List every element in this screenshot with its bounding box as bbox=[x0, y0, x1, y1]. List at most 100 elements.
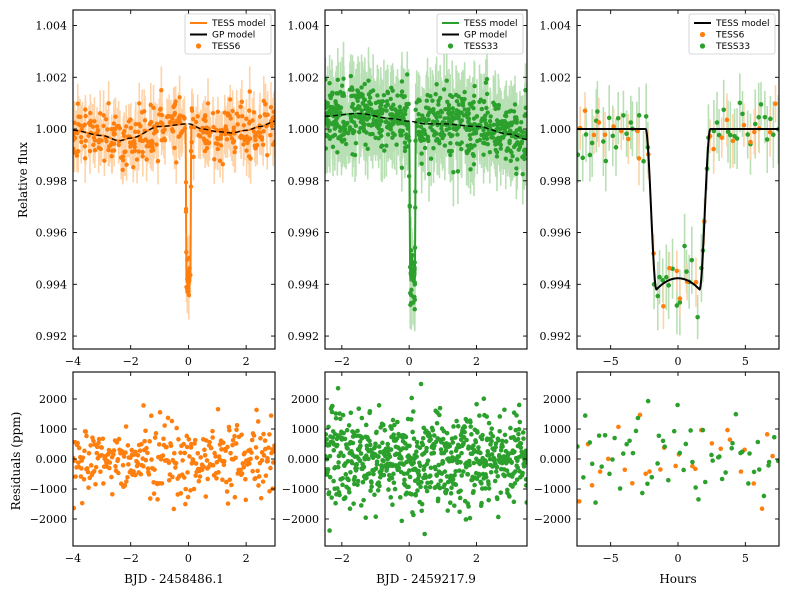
y-tick-label: 0.998 bbox=[540, 175, 572, 188]
data-point bbox=[401, 112, 406, 118]
plot-area bbox=[577, 73, 779, 340]
data-point bbox=[589, 140, 595, 146]
y-tick-label: 2000 bbox=[39, 393, 67, 406]
data-point bbox=[587, 152, 593, 158]
residual-point bbox=[215, 406, 221, 412]
data-point bbox=[176, 115, 182, 120]
data-point bbox=[105, 127, 110, 132]
residual-point bbox=[159, 481, 165, 486]
data-point bbox=[451, 169, 456, 175]
residual-point bbox=[255, 468, 260, 474]
residual-point bbox=[756, 467, 762, 472]
residual-point bbox=[196, 478, 202, 484]
data-point bbox=[247, 108, 252, 113]
data-point bbox=[741, 122, 747, 128]
residual-point bbox=[220, 440, 226, 445]
data-point bbox=[92, 148, 98, 153]
residual-point bbox=[93, 482, 98, 487]
data-point bbox=[507, 109, 512, 114]
data-point bbox=[241, 142, 246, 147]
residual-point bbox=[145, 450, 150, 456]
data-point bbox=[596, 120, 602, 125]
data-point bbox=[220, 162, 226, 167]
residual-point bbox=[266, 445, 271, 450]
residual-point bbox=[94, 450, 100, 456]
data-point bbox=[394, 142, 399, 147]
data-point bbox=[358, 116, 364, 121]
residual-point bbox=[457, 509, 462, 515]
points-phase bbox=[577, 100, 779, 320]
data-point bbox=[517, 126, 523, 131]
residual-point bbox=[388, 447, 394, 452]
x-tick-label: −5 bbox=[603, 552, 619, 565]
data-point bbox=[484, 136, 490, 142]
residual-point bbox=[366, 456, 371, 462]
data-point bbox=[106, 101, 111, 106]
residual-point bbox=[454, 418, 459, 424]
data-point bbox=[128, 125, 134, 131]
residual-point bbox=[427, 484, 433, 490]
data-point bbox=[422, 145, 428, 151]
residual-point bbox=[173, 465, 178, 470]
data-point bbox=[327, 80, 332, 86]
residual-point bbox=[251, 433, 257, 438]
residual-point bbox=[168, 443, 174, 449]
ylabel-residuals: Residuals (ppm) bbox=[9, 412, 23, 511]
data-point bbox=[445, 99, 450, 105]
data-point bbox=[689, 257, 695, 263]
residual-point bbox=[502, 473, 507, 479]
data-point bbox=[195, 114, 200, 119]
data-point bbox=[451, 126, 456, 131]
residual-point bbox=[486, 420, 492, 426]
data-point bbox=[482, 141, 488, 146]
residual-point bbox=[340, 475, 345, 481]
residual-point bbox=[364, 475, 369, 481]
data-point bbox=[484, 91, 490, 97]
residual-point bbox=[349, 460, 355, 466]
data-point bbox=[191, 154, 196, 160]
data-point bbox=[436, 138, 442, 144]
data-point bbox=[624, 131, 629, 137]
residual-point bbox=[418, 381, 424, 387]
residual-point bbox=[185, 494, 191, 500]
data-point bbox=[379, 133, 384, 139]
data-point bbox=[524, 129, 527, 135]
residual-point bbox=[515, 465, 521, 471]
residual-point bbox=[99, 445, 105, 450]
residual-point bbox=[427, 433, 433, 439]
data-point bbox=[684, 269, 689, 274]
residual-point bbox=[388, 495, 394, 500]
data-point bbox=[359, 85, 364, 90]
data-point bbox=[442, 143, 448, 148]
residual-point bbox=[486, 486, 492, 491]
data-point bbox=[168, 114, 174, 119]
data-point bbox=[342, 126, 348, 132]
data-point bbox=[366, 122, 371, 128]
residual-point bbox=[145, 466, 151, 471]
residual-point bbox=[184, 433, 190, 439]
data-point bbox=[462, 107, 467, 112]
data-point bbox=[515, 157, 520, 162]
residual-point bbox=[434, 420, 440, 426]
residual-point bbox=[477, 413, 482, 418]
legend-entry: TESS model bbox=[211, 19, 266, 29]
data-point bbox=[367, 95, 373, 100]
residual-point bbox=[500, 438, 505, 444]
residual-point bbox=[358, 451, 364, 456]
residual-point bbox=[502, 432, 508, 438]
data-point bbox=[96, 145, 101, 150]
residual-point bbox=[658, 467, 663, 472]
residual-point bbox=[190, 458, 196, 463]
x-tick-label: 0 bbox=[675, 552, 682, 565]
data-point bbox=[513, 142, 518, 148]
residual-point bbox=[330, 435, 336, 440]
plot-area bbox=[325, 381, 527, 537]
data-point bbox=[76, 114, 81, 119]
data-point bbox=[521, 153, 527, 158]
residual-point bbox=[434, 473, 440, 478]
residual-point bbox=[84, 433, 89, 439]
data-point bbox=[246, 137, 251, 143]
data-point bbox=[230, 140, 236, 145]
data-point bbox=[352, 152, 358, 158]
data-point bbox=[83, 107, 88, 112]
